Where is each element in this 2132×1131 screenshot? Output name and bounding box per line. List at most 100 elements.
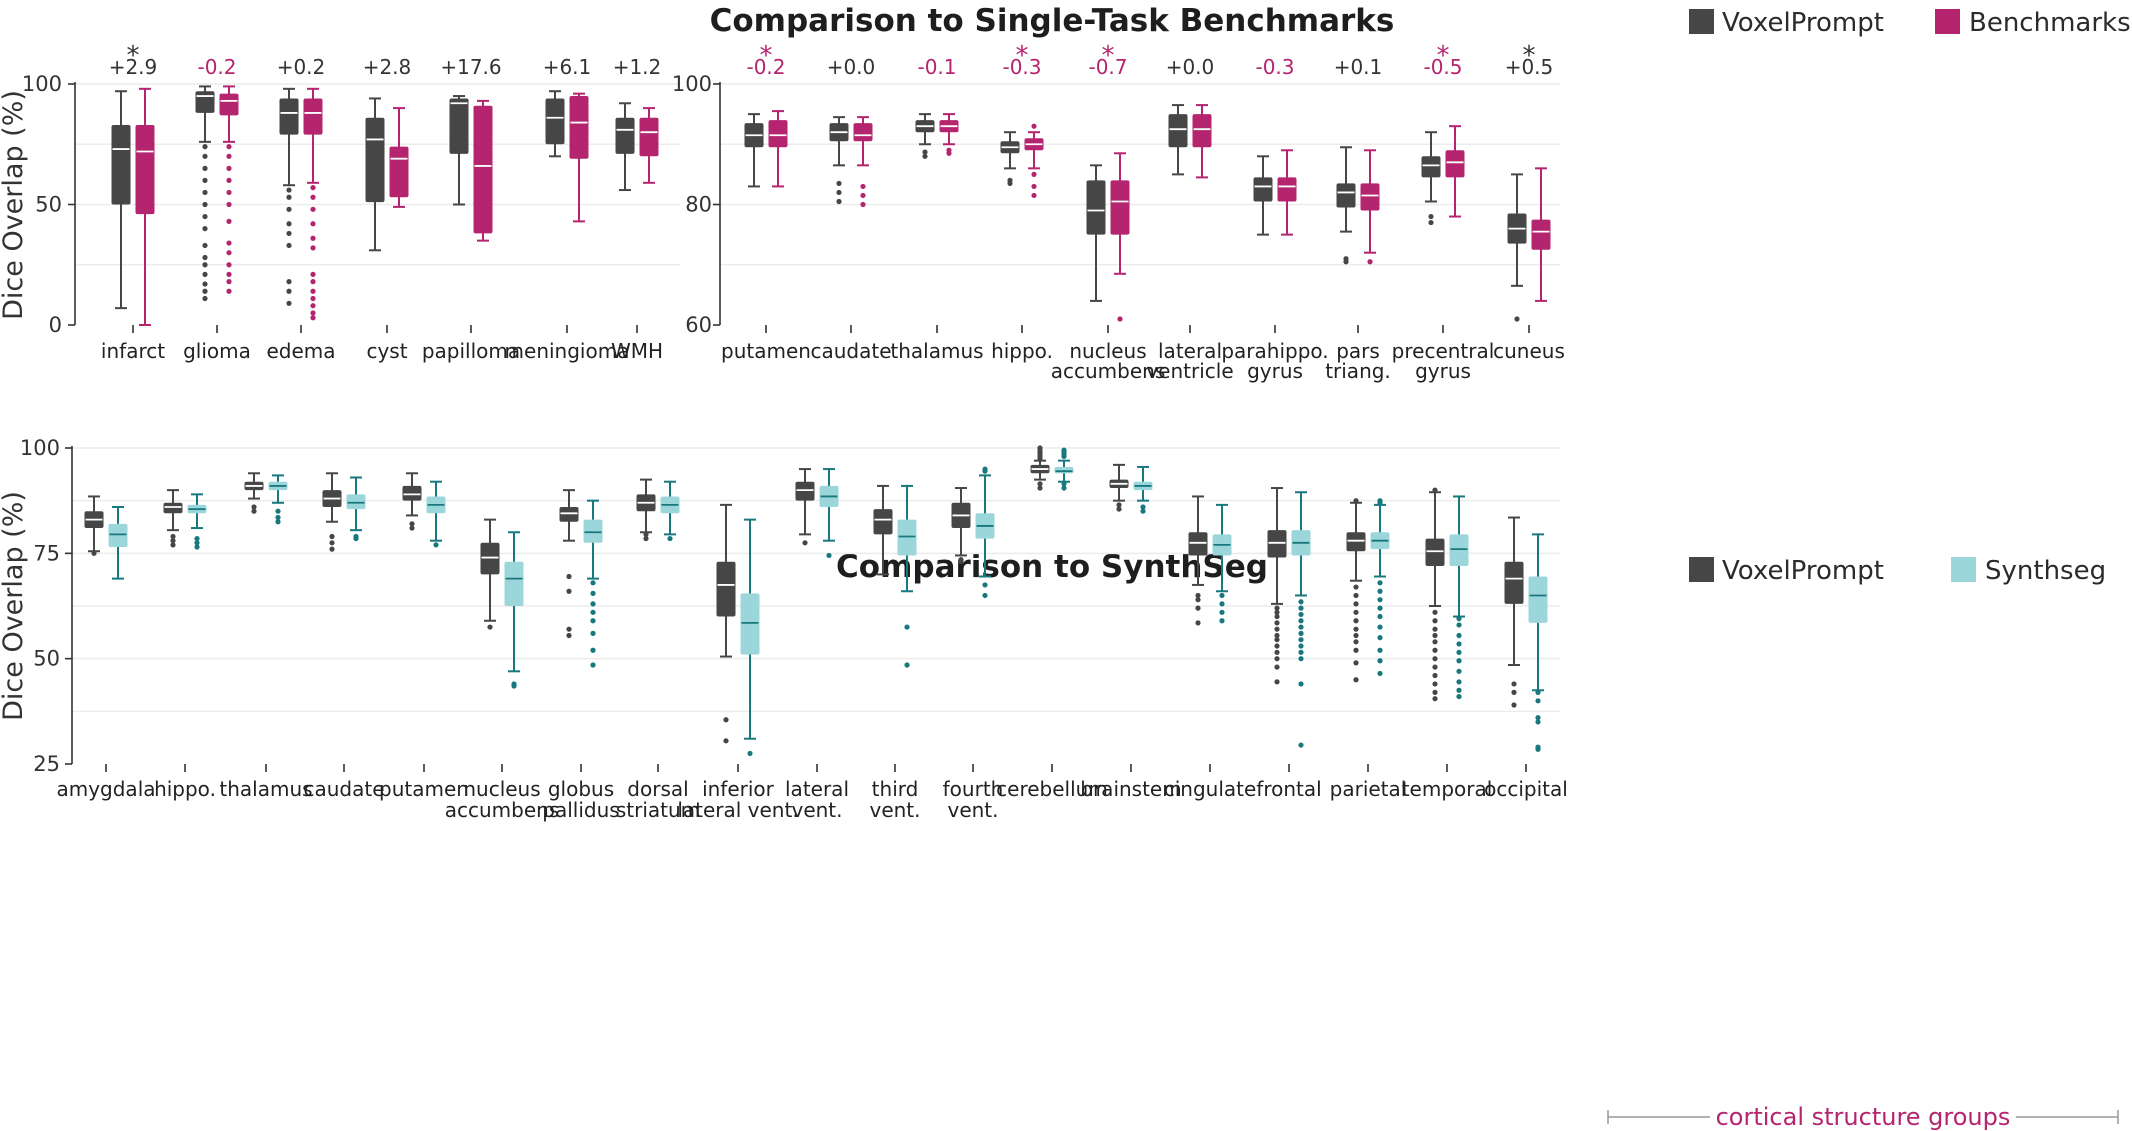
outlier-point [487,624,493,630]
box-synthseg [1370,498,1390,677]
outlier-point [226,153,232,159]
x-tick-label: vent. [947,798,998,822]
outlier-point [1298,605,1304,611]
x-tick-label: third [872,777,919,801]
x-tick-label: amygdala [56,777,155,801]
box-iqr [1425,538,1445,566]
box-iqr [1360,183,1380,211]
outlier-point [1377,588,1383,594]
outlier-point [1456,632,1462,639]
delta-label: -0.1 [917,55,956,79]
legend-voxelprompt-label-bottom: VoxelPrompt [1722,556,1884,586]
x-tick-label: fourth [943,777,1004,801]
box-benchmarks [303,87,323,321]
outlier-point [1353,584,1359,590]
outlier-point [1298,624,1304,630]
delta-label: +0.1 [1334,55,1383,79]
outlier-point [566,573,572,580]
outlier-point [310,279,316,285]
delta-label: +0.5 [1505,55,1554,79]
outlier-point [1377,670,1383,677]
y-tick-label: 100 [22,72,62,96]
outlier-point [1377,605,1383,611]
box-voxelprompt [1346,498,1366,683]
outlier-point [286,288,292,294]
delta-label: -0.3 [1255,55,1294,79]
x-tick-label: ventricle [1146,359,1233,383]
box-iqr [1504,561,1524,604]
x-tick-label: putamen [379,777,469,801]
y-tick-label: 100 [672,72,712,96]
box-voxelprompt [951,487,971,565]
box-iqr [716,561,736,617]
x-tick-label: globus [548,777,614,801]
outlier-point [1377,498,1383,504]
box-iqr [795,481,815,501]
box-iqr [1253,177,1273,202]
legend-voxelprompt-swatch-bottom [1689,557,1714,582]
outlier-point [1298,742,1304,748]
outlier-point [1195,597,1201,603]
outlier-point [922,149,928,155]
outlier-point [566,632,572,639]
category-glioma: glioma -0.2 [183,55,251,363]
x-tick-label: hippo. [154,777,216,801]
x-tick-label: nucleus [1069,339,1146,363]
x-tick-label: thalamus [890,339,983,363]
box-iqr [1445,150,1465,178]
category-parahippo-gyrus: parahippo.gyrus -0.3 [1221,55,1328,383]
category-meningioma: meningioma +6.1 [505,55,630,363]
box-voxelprompt [559,489,579,639]
category-temporal: temporal [1402,487,1492,801]
y-tick-label: 50 [33,647,60,671]
x-tick-label: cingulate [1164,777,1257,801]
outlier-point [310,315,316,321]
outlier-point [1219,609,1225,615]
category-brainstem: brainstem [1080,463,1182,801]
outlier-point [286,206,292,212]
box-synthseg [975,466,995,599]
outlier-point [226,177,232,183]
box-voxelprompt [1336,146,1356,265]
outlier-point [1219,601,1225,607]
category-hippo-: hippo. [154,489,216,801]
y-tick-label: 75 [33,541,60,565]
x-tick-label: parahippo. [1221,339,1328,363]
box-iqr [480,542,500,575]
box-benchmarks [853,116,873,208]
box-voxelprompt [1504,516,1524,708]
outlier-point [1535,689,1541,695]
box-voxelprompt [1168,104,1188,176]
outlier-point [202,153,208,159]
x-tick-label: dorsal [627,777,688,801]
box-iqr [303,98,323,135]
outlier-point [286,279,292,285]
delta-label: +2.9 [109,55,158,79]
outlier-point [1116,506,1122,512]
box-voxelprompt [795,468,815,546]
x-tick-label: occipital [1484,777,1568,801]
box-voxelprompt [244,472,264,514]
outlier-point [202,288,208,294]
category-infarct: infarct +2.9* [101,41,165,363]
outlier-point [1377,597,1383,603]
significance-star: * [1102,41,1115,71]
outlier-point [310,185,316,191]
outlier-point [1298,611,1304,618]
outlier-point [1511,702,1517,708]
significance-star: * [127,41,140,71]
box-iqr [1531,219,1551,250]
category-caudate: caudate [303,472,385,801]
outlier-point [1031,192,1037,199]
outlier-point [860,201,866,208]
outlier-point [1061,481,1067,487]
outlier-point [1195,592,1201,599]
box-iqr [583,519,603,543]
x-tick-label: meningioma [505,339,630,363]
outlier-point [1274,620,1280,626]
box-benchmarks [1192,104,1212,179]
